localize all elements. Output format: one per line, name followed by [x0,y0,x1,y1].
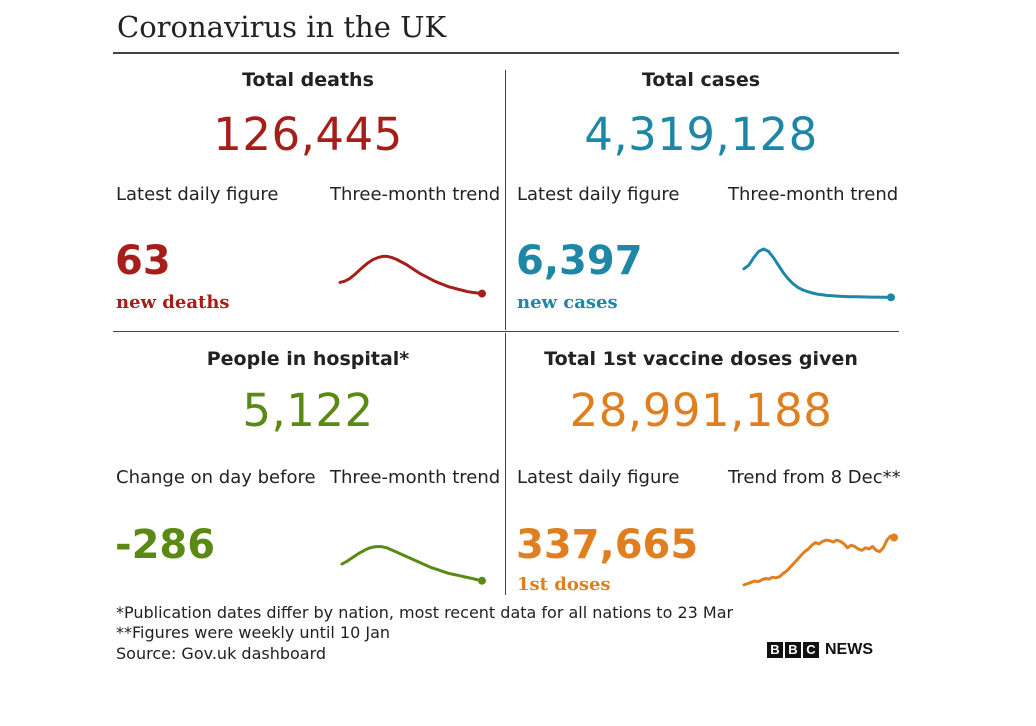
deaths-note: new deaths [116,292,230,313]
deaths-left-label: Latest daily figure [116,184,279,205]
hospital-total: 5,122 [242,384,374,437]
hospital-latest-point [478,576,486,585]
hospital-trend-line [340,545,484,583]
hospital-left-label: Change on day before [116,467,316,488]
bbc-news-logo: B B C NEWS [767,641,873,659]
deaths-trend-line [338,254,484,296]
hospital-daily: -286 [115,522,216,568]
deaths-sparkline [338,254,486,298]
logo-word-news: NEWS [825,641,873,658]
vaccine-heading: Total 1st vaccine doses given [544,348,858,370]
horizontal-divider [113,331,899,332]
cases-note: new cases [517,292,618,313]
footnote-2: **Figures were weekly until 10 Jan [116,623,391,642]
cases-heading: Total cases [641,69,761,91]
title-rule [113,52,899,54]
deaths-latest-point [478,289,486,298]
vaccine-left-label: Latest daily figure [517,467,680,488]
deaths-total: 126,445 [213,108,403,161]
deaths-heading: Total deaths [242,69,374,91]
deaths-daily: 63 [115,238,171,284]
cases-latest-point [887,293,895,302]
cases-right-label: Three-month trend [728,184,899,205]
cases-sparkline [742,247,895,302]
cases-trend-line [742,247,893,299]
logo-letter-b1: B [767,642,783,658]
cases-daily: 6,397 [516,238,643,284]
vaccine-right-label: Trend from 8 Dec** [728,467,901,488]
vaccine-sparkline [742,533,898,587]
cases-total: 4,319,128 [584,108,818,161]
vertical-divider-bottom [505,333,506,595]
vaccine-latest-point [890,533,898,542]
logo-letter-c: C [803,642,819,658]
deaths-right-label: Three-month trend [330,184,501,205]
hospital-sparkline [340,545,486,585]
vaccine-daily: 337,665 [516,522,699,568]
logo-letter-b2: B [785,642,801,658]
vaccine-trend-line [742,534,896,587]
page-title: Coronavirus in the UK [117,10,447,44]
source-note: Source: Gov.uk dashboard [116,644,327,663]
vertical-divider-top [505,70,506,330]
hospital-right-label: Three-month trend [330,467,501,488]
vaccine-note: 1st doses [517,574,611,595]
cases-left-label: Latest daily figure [517,184,680,205]
vaccine-total: 28,991,188 [569,384,833,437]
footnote-1: *Publication dates differ by nation, mos… [116,603,734,622]
hospital-heading: People in hospital* [206,348,410,370]
